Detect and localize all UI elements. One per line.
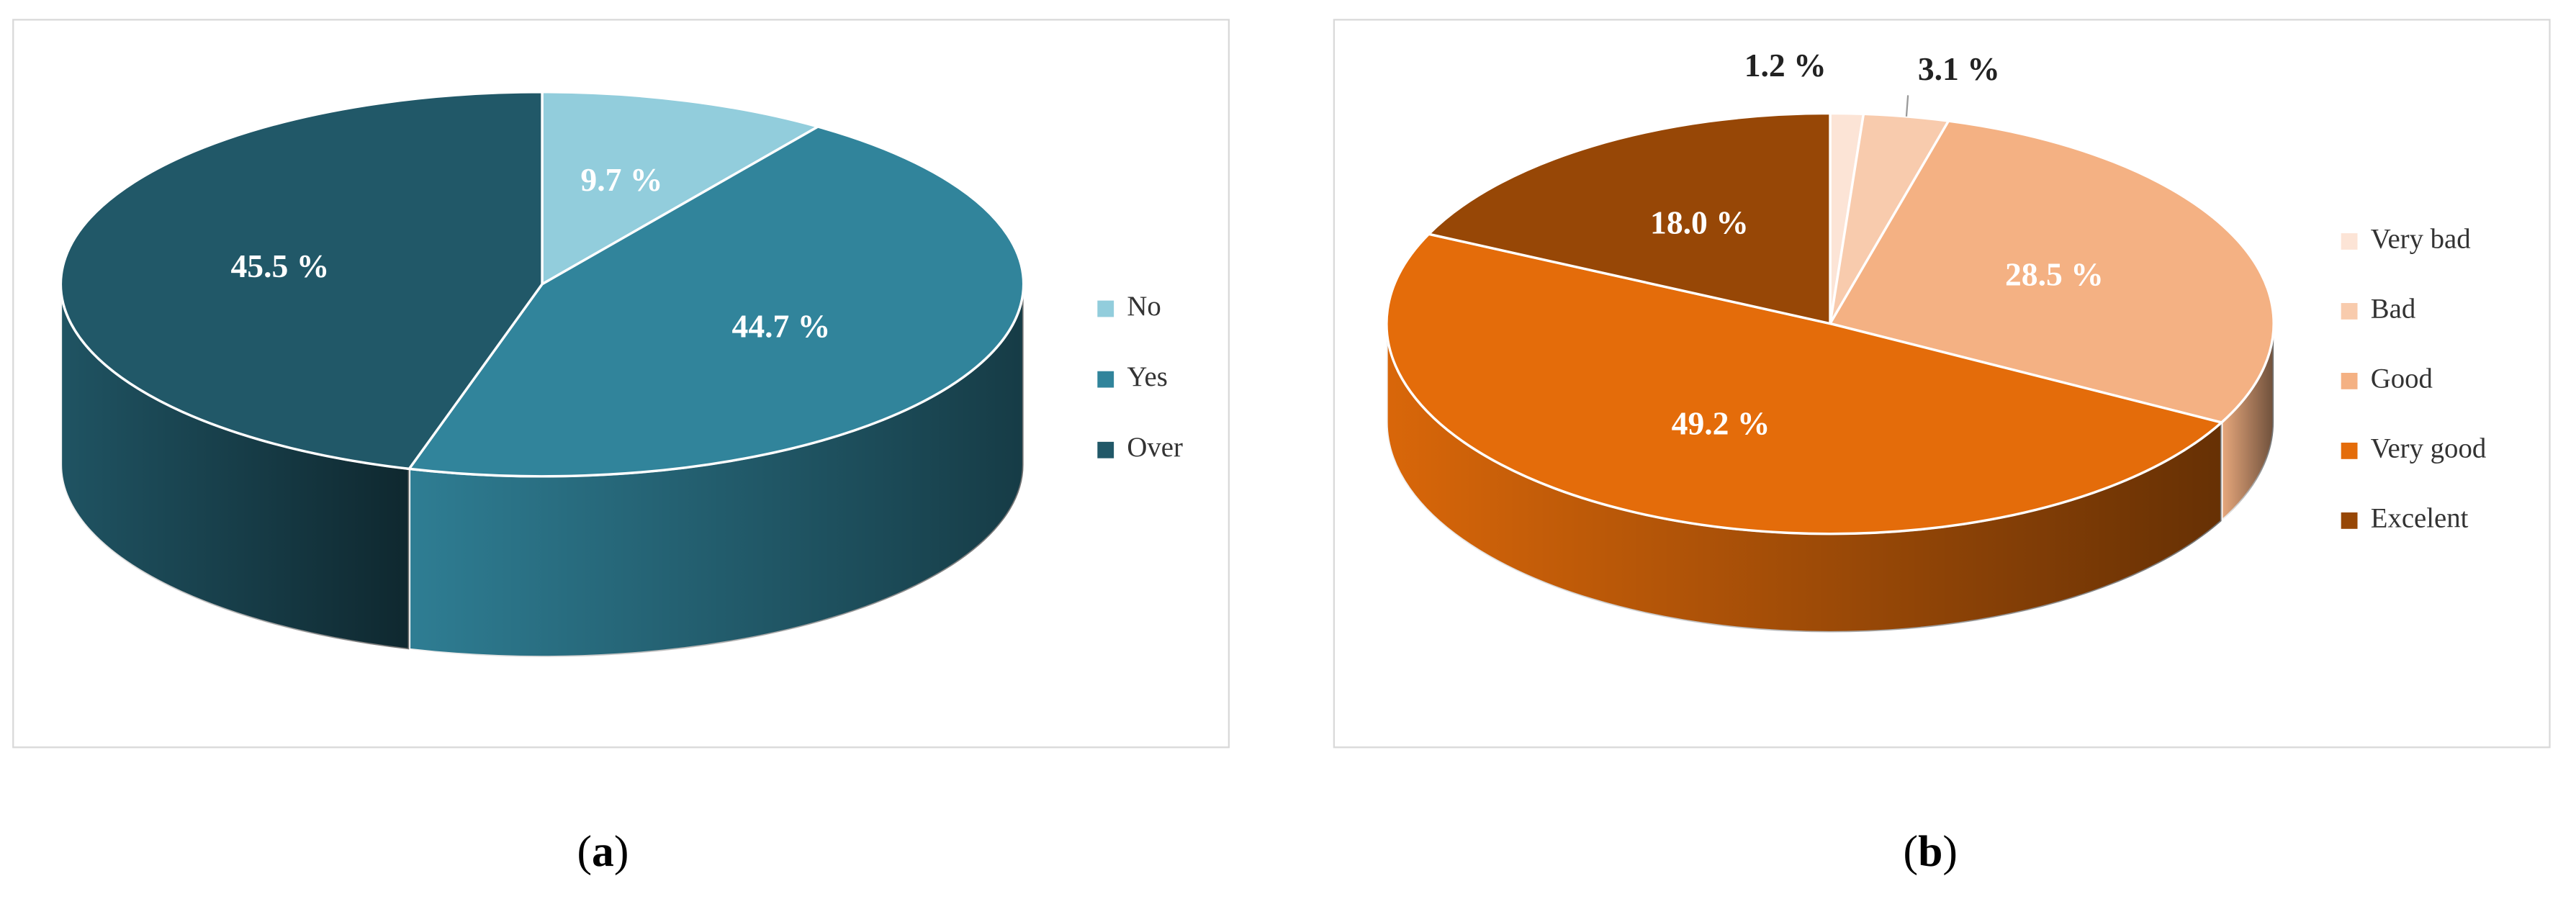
data-label: 1.2 % (1744, 47, 1827, 83)
slice-side-shade (409, 284, 1024, 657)
data-label: 9.7 % (580, 161, 662, 198)
slice-side-shade (1386, 323, 2222, 633)
legend-label: Bad (2371, 293, 2415, 324)
data-label: 49.2 % (1672, 405, 1770, 442)
legend-swatch (2341, 373, 2358, 389)
slice (407, 125, 1025, 478)
leader-line (1905, 95, 1909, 117)
legend-label: Excelent (2371, 502, 2469, 533)
slice (59, 91, 544, 471)
legend-label: No (1127, 291, 1161, 322)
caption: (b) (1904, 827, 1958, 876)
data-label: 44.7 % (732, 307, 831, 344)
legend-swatch (2341, 442, 2358, 459)
legend-label: Very bad (2371, 223, 2471, 254)
data-label: 28.5 % (2005, 256, 2104, 293)
legend-label: Yes (1127, 361, 1167, 392)
legend-swatch (2341, 512, 2358, 529)
slice (1828, 119, 2275, 424)
legend-label: Very good (2371, 433, 2486, 464)
data-label: 45.5 % (230, 248, 329, 284)
slice-side-shade (60, 284, 410, 650)
slice (541, 91, 821, 286)
legend-label: Over (1127, 432, 1183, 463)
data-label: 18.0 % (1650, 204, 1749, 240)
legend-swatch (1097, 371, 1114, 388)
slice (1426, 112, 1832, 325)
legend-label: Good (2371, 363, 2433, 394)
slice (1385, 232, 2225, 535)
legend-swatch (1097, 300, 1114, 317)
legend-swatch (2341, 233, 2358, 250)
data-label: 3.1 % (1918, 50, 2000, 87)
legend-swatch (2341, 303, 2358, 320)
slice-side-shade (2221, 323, 2274, 521)
legend-swatch (1097, 441, 1114, 458)
caption: (a) (577, 827, 629, 876)
